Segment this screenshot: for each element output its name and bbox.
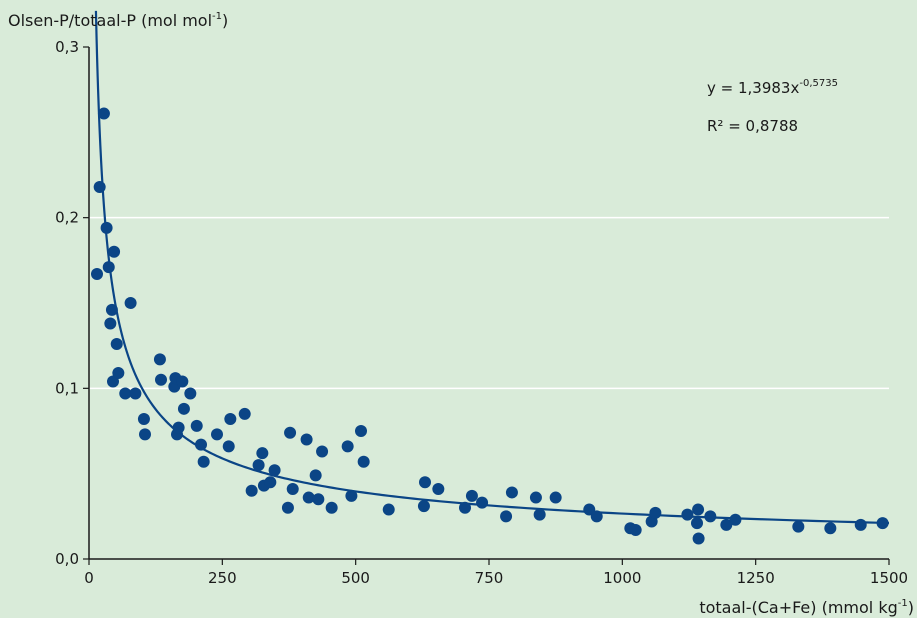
data-point [325,501,338,514]
data-point [252,459,265,472]
data-point [93,180,106,193]
data-point [792,520,805,533]
y-tick-label: 0,1 [55,379,79,397]
data-point [681,508,694,521]
x-axis-title: totaal-(Ca+Fe) (mmol kg-1) [699,598,914,617]
x-tick-label: 1500 [870,569,908,587]
y-tick-label: 0,0 [55,550,79,568]
data-point [590,510,603,523]
data-point [184,387,197,400]
data-point [500,510,513,523]
data-point [102,261,115,274]
axis-ticks: 0 250 500 750 1000 1250 1500 0,0 0,1 0,2 0,3 [55,38,908,587]
data-point [691,517,703,530]
data-point [432,483,445,496]
data-point [355,425,367,437]
data-point [729,513,742,526]
data-point [137,413,150,426]
data-point [153,353,166,366]
data-point [107,375,119,388]
data-point [286,483,299,496]
data-point [876,517,889,530]
y-axis-title: Olsen-P/totaal-P (mol mol-1) [8,11,228,30]
x-tick-label: 0 [84,569,94,587]
x-tick-label: 1250 [737,569,775,587]
data-point [197,455,210,468]
r-squared-label: R² = 0,8788 [707,117,798,135]
data-point [139,428,151,441]
data-point [549,491,562,504]
data-point [176,375,189,388]
x-tick-label: 250 [208,569,237,587]
y-tick-label: 0,2 [55,209,79,227]
data-point [649,506,662,519]
data-point [505,486,518,499]
data-point [476,496,489,509]
data-point [108,245,121,258]
y-tick-label: 0,3 [55,38,79,56]
data-point [172,421,185,434]
data-point [284,426,297,439]
data-point [281,501,294,514]
data-point [854,518,867,531]
data-point [309,469,322,482]
data-point [312,493,325,506]
data-point [177,402,190,415]
x-tick-label: 500 [341,569,370,587]
data-point [245,484,258,497]
data-point [704,510,717,523]
data-point [91,267,103,280]
data-point [529,491,542,504]
fit-curve-layer [94,10,890,525]
data-point [256,447,269,460]
data-point [629,523,642,536]
data-point [195,438,207,451]
data-point [100,221,113,234]
data-points [91,107,889,545]
data-point [268,464,281,477]
x-tick-label: 1000 [603,569,641,587]
data-point [190,419,203,432]
data-point [264,476,277,489]
data-point [224,413,237,426]
data-point [110,337,123,350]
data-point [302,491,315,504]
data-point [316,445,329,458]
data-point [345,489,358,502]
data-point [692,532,705,545]
data-point [417,500,430,513]
data-point [465,489,478,502]
data-point [357,455,370,468]
data-point [692,503,705,516]
data-point [720,518,733,531]
data-point [105,303,118,316]
data-point [824,522,837,535]
data-point [238,407,251,420]
data-point [155,373,167,386]
data-point [459,501,471,514]
data-point [300,433,313,446]
fit-equation: y = 1,3983x-0,5735 [707,78,838,97]
gridlines [89,216,889,390]
data-point [533,508,546,521]
data-point [211,428,223,441]
data-point [382,503,395,516]
data-point [104,317,117,330]
data-point [419,476,431,489]
data-point [112,366,125,379]
data-point [129,387,142,400]
data-point [124,297,137,309]
data-point [341,440,354,453]
data-point [97,107,110,120]
x-tick-label: 750 [475,569,504,587]
data-point [222,440,235,453]
data-point [119,387,132,400]
fit-curve [94,10,890,525]
